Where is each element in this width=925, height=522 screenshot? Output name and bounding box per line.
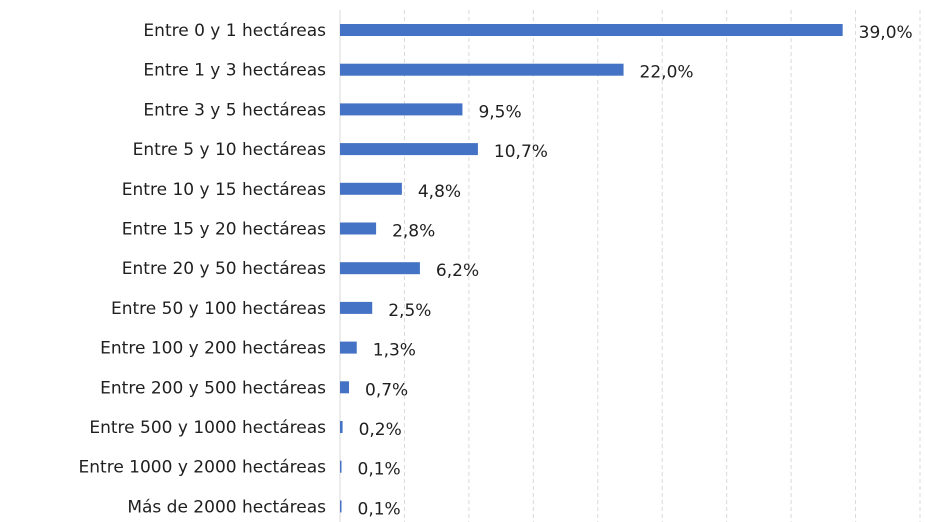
value-label: 2,5%: [388, 301, 431, 321]
bar: [340, 24, 843, 36]
value-label: 2,8%: [392, 222, 435, 242]
bar: [340, 421, 343, 433]
category-label: Entre 20 y 50 hectáreas: [122, 259, 326, 279]
bar: [340, 460, 342, 473]
value-label: 10,7%: [494, 142, 548, 162]
category-label: Entre 1000 y 2000 hectáreas: [79, 458, 327, 478]
value-labels: 39,0% 22,0% 9,5% 10,7% 4,8% 2,8%6,2%2,5% 1,3% 0…: [358, 23, 913, 519]
category-label: Entre 5 y 10 hectáreas: [133, 140, 327, 160]
category-label: Entre 3 y 5 hectáreas: [143, 100, 326, 120]
value-label: 0,7%: [365, 380, 408, 400]
category-label: Entre 10 y 15 hectáreas: [122, 180, 326, 200]
category-label: Más de 2000 hectáreas: [127, 497, 326, 517]
value-label: 4,8%: [418, 182, 461, 202]
category-label: Entre 1 y 3 hectáreas: [143, 61, 326, 81]
bar: [340, 103, 463, 116]
value-label: 0,1%: [358, 499, 401, 519]
bar: [340, 381, 350, 394]
value-label: 6,2%: [436, 261, 479, 281]
bar: [340, 63, 624, 76]
category-label: Entre 0 y 1 hectáreas: [143, 21, 326, 41]
value-label: 22,0%: [640, 63, 694, 83]
category-label: Entre 100 y 200 hectáreas: [100, 339, 326, 359]
bar: [340, 143, 478, 156]
bar: [340, 262, 420, 275]
value-label: 1,3%: [373, 341, 416, 361]
value-label: 0,2%: [359, 420, 402, 440]
bar: [340, 500, 342, 513]
value-label: 9,5%: [478, 102, 521, 122]
category-label: Entre 15 y 20 hectáreas: [122, 220, 326, 240]
category-labels: Entre 0 y 1 hectáreas Entre 1 y 3 hectáre…: [79, 21, 327, 517]
value-label: 39,0%: [859, 23, 913, 43]
bar: [340, 301, 373, 314]
bar: [340, 341, 357, 354]
value-label: 0,1%: [358, 460, 401, 480]
category-label: Entre 50 y 100 hectáreas: [111, 299, 326, 319]
bar: [340, 182, 402, 195]
bar: [340, 222, 377, 235]
bars: [340, 24, 843, 513]
gridlines: [339, 10, 921, 522]
category-label: Entre 500 y 1000 hectáreas: [89, 418, 326, 438]
category-label: Entre 200 y 500 hectáreas: [100, 378, 326, 398]
